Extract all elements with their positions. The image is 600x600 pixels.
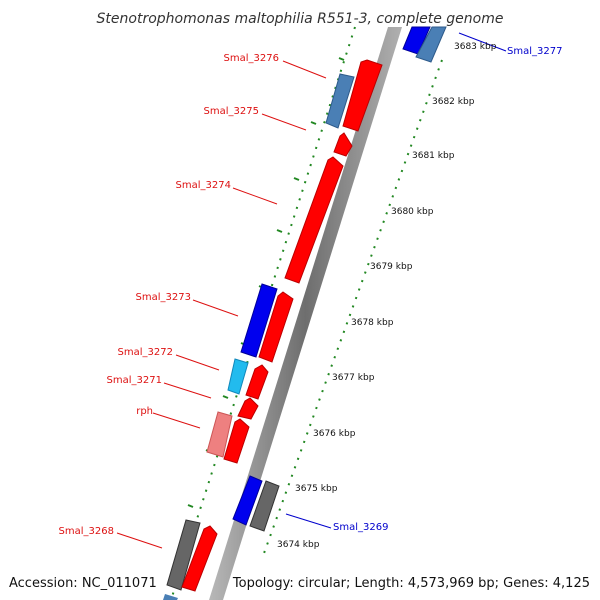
gene-labels: Smal_3277 Smal_3276 Smal_3275 Smal_3274 … [59,46,563,537]
gene-smal-3269-blue[interactable] [232,475,263,526]
topology-text: Topology: circular; Length: 4,573,969 bp… [232,576,590,591]
outer-ruler-line [170,26,356,600]
gene-smal-3276-fwd[interactable] [342,59,383,132]
tick-label: 3681 kbp [412,151,455,161]
gene-smal-3273-fwd[interactable] [258,291,294,363]
label-rph[interactable]: rph [136,406,153,417]
gene-rph[interactable] [223,418,250,464]
gene-partial-bottom[interactable] [163,594,178,600]
label-smal-3275[interactable]: Smal_3275 [204,106,259,117]
gene-smal-3268[interactable] [181,525,218,592]
gene-smal-3272-fwd[interactable] [245,364,269,400]
gene-smal-3277-steel[interactable] [415,26,447,63]
ruler-tick-labels: 3674 kbp 3675 kbp 3676 kbp 3677 kbp 3678… [277,42,497,550]
label-smal-3269[interactable]: Smal_3269 [333,522,388,533]
genome-backbone [209,27,402,600]
label-smal-3273[interactable]: Smal_3273 [136,292,191,303]
tick-label: 3683 kbp [454,42,497,52]
label-smal-3276[interactable]: Smal_3276 [224,53,279,64]
label-smal-3274[interactable]: Smal_3274 [176,180,231,191]
gene-smal-3269-gray[interactable] [249,480,280,532]
gene-rph-pseudo[interactable] [206,411,233,458]
label-smal-3271[interactable]: Smal_3271 [107,375,162,386]
tick-label: 3680 kbp [391,207,434,217]
tick-label: 3675 kbp [295,484,338,494]
tick-label: 3674 kbp [277,540,320,550]
tick-label: 3679 kbp [370,262,413,272]
gene-smal-3272[interactable] [227,358,249,395]
reverse-strand-genes [163,73,355,600]
forward-strand-genes [181,59,383,592]
label-leader-lines [116,32,507,549]
tick-label: 3677 kbp [332,373,375,383]
tick-label: 3676 kbp [313,429,356,439]
label-smal-3272[interactable]: Smal_3272 [118,347,173,358]
label-smal-3268[interactable]: Smal_3268 [59,526,114,537]
gene-smal-3275[interactable] [333,132,353,157]
gene-smal-3273[interactable] [240,283,278,358]
gene-smal-3268-gray[interactable] [166,519,201,591]
gene-smal-3271[interactable] [237,397,259,420]
tick-label: 3682 kbp [432,97,475,107]
gene-smal-3276[interactable] [325,73,355,129]
map-title: Stenotrophomonas maltophilia R551-3, com… [97,11,504,27]
tick-label: 3678 kbp [351,318,394,328]
accession-text: Accession: NC_011071 [9,576,157,591]
label-smal-3277[interactable]: Smal_3277 [507,46,562,57]
inner-track-genes [232,26,447,532]
gene-smal-3274[interactable] [284,156,344,284]
